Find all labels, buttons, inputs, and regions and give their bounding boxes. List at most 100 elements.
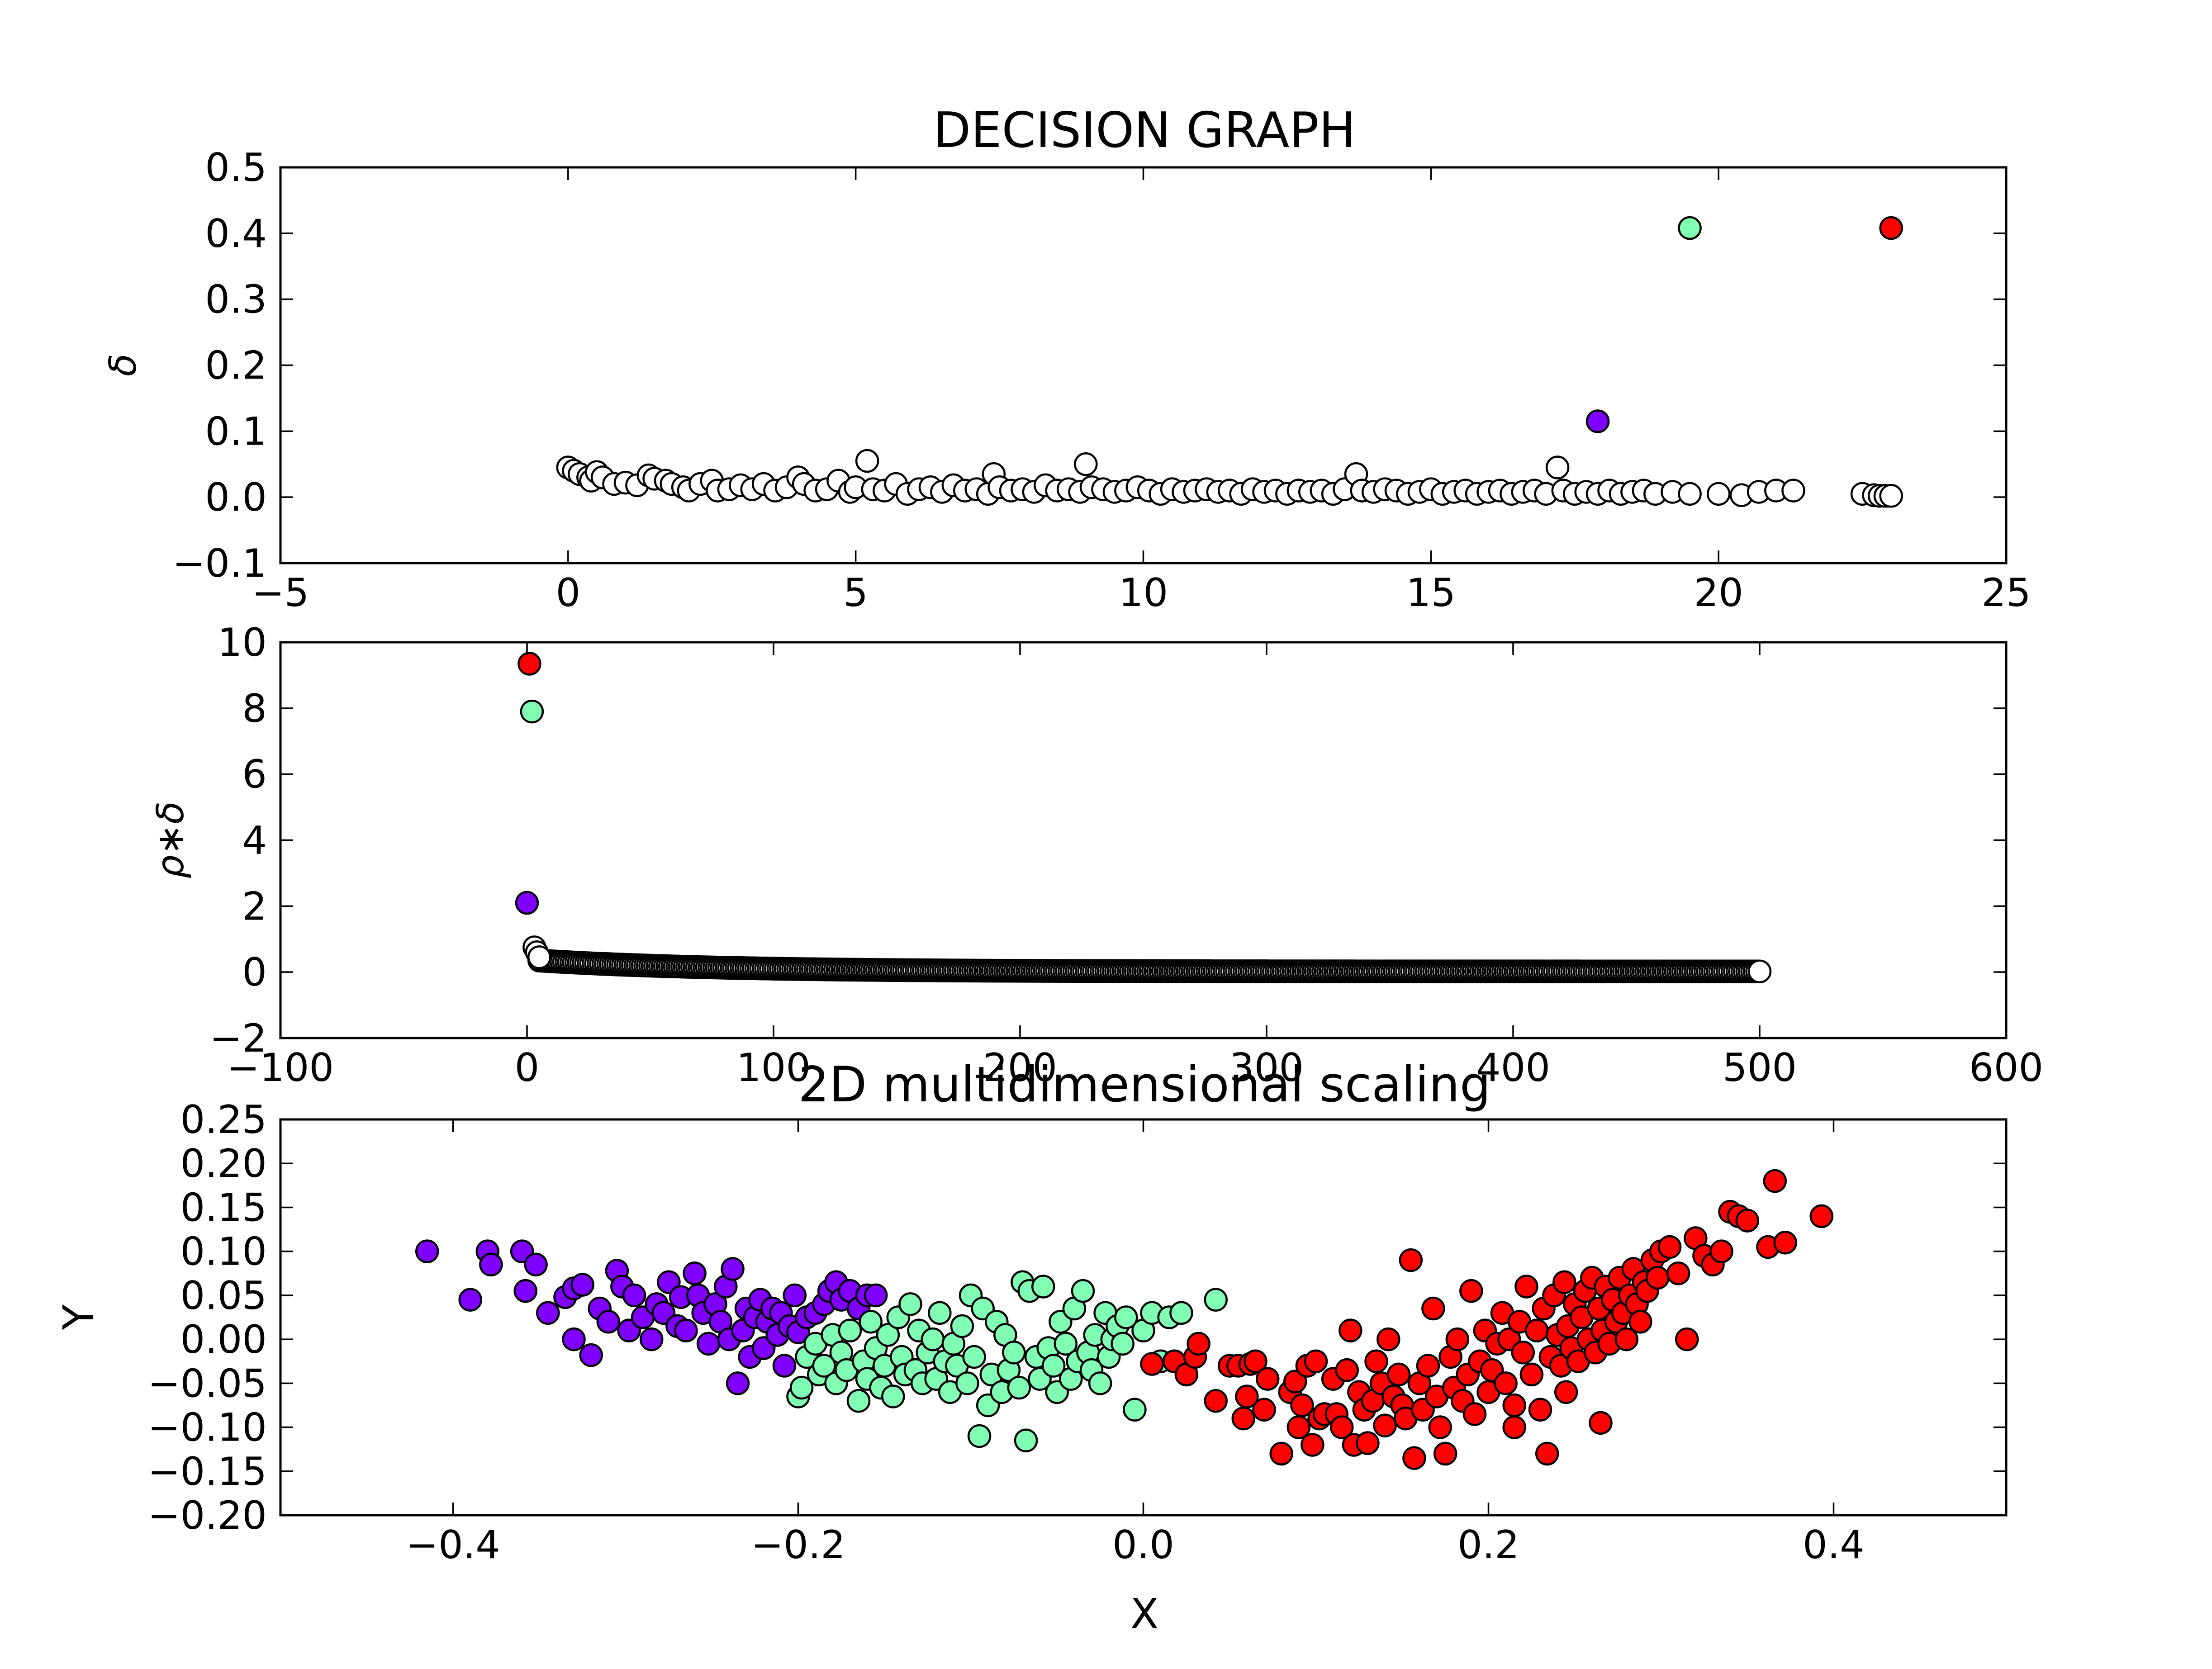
decision-graph-panel: DECISION GRAPH −5 0 5 10 15 20 25 −0.1 0.0 0.1 0.2…: [102, 102, 2031, 616]
mds-ticks: −0.4 −0.2 0.0 0.2 0.4−0.20−0.15−0.10−0.050.0…: [147, 1097, 2006, 1568]
mds-point-cluster-red: [1809, 1204, 1834, 1228]
mds-panel: −0.4 −0.2 0.0 0.2 0.4−0.20−0.15−0.10−0.050.0…: [54, 1057, 2008, 1638]
mds-point-cluster-green: [846, 1389, 871, 1413]
rho-delta-xtick-label: 300: [1229, 1045, 1304, 1091]
mds-point-cluster-red: [1735, 1209, 1759, 1233]
rho-delta-ytick-label: 4: [242, 818, 267, 863]
mds-ytick-label: −0.15: [147, 1449, 267, 1494]
mds-point-cluster-purple: [622, 1283, 646, 1308]
mds-point-cluster-purple: [513, 1279, 537, 1303]
mds-point-cluster-red: [1554, 1380, 1578, 1404]
mds-point-cluster-red: [1502, 1415, 1526, 1439]
mds-points: [415, 1169, 1834, 1470]
rho-delta-point-head: [527, 945, 551, 969]
mds-xtick-label: 0.0: [1112, 1522, 1174, 1568]
mds-ytick-label: 0.00: [180, 1317, 267, 1362]
mds-point-cluster-red: [1459, 1279, 1483, 1303]
decision-graph-point-background: [1781, 479, 1805, 503]
decision-graph-xtick-label: 20: [1694, 570, 1743, 616]
mds-point-cluster-green: [921, 1327, 945, 1351]
mds-point-cluster-green: [859, 1309, 883, 1334]
mds-point-cluster-purple: [726, 1371, 750, 1395]
mds-point-cluster-red: [1329, 1415, 1354, 1439]
mds-point-cluster-red: [1666, 1261, 1690, 1285]
mds-point-cluster-purple: [579, 1343, 603, 1367]
mds-ytick-label: −0.10: [147, 1405, 267, 1451]
decision-graph-ytick-label: 0.3: [205, 277, 267, 322]
rho-delta-xtick-label: 600: [1969, 1045, 2043, 1091]
mds-point-cluster-green: [1031, 1275, 1055, 1299]
rho-delta-ytick-label: 6: [242, 752, 267, 797]
mds-ytick-label: 0.15: [180, 1185, 267, 1230]
decision-graph-ytick-label: 0.2: [205, 343, 267, 389]
mds-point-cluster-green: [955, 1371, 979, 1395]
decision-graph-ylabel: δ: [102, 354, 145, 376]
mds-point-cluster-red: [1235, 1385, 1259, 1408]
mds-point-cluster-red: [1290, 1393, 1314, 1418]
decision-graph-point-background: [855, 449, 879, 473]
mds-title: 2D multidimensional scaling: [798, 1057, 1490, 1113]
mds-point-cluster-purple: [596, 1309, 621, 1334]
mds-point-cluster-green: [928, 1301, 952, 1325]
mds-point-cluster-red: [1445, 1327, 1470, 1351]
decision-graph-point-center-green: [1678, 216, 1702, 240]
decision-graph-point-center-purple: [1585, 409, 1610, 433]
decision-graph-frame: [279, 166, 2008, 564]
mds-point-cluster-purple: [458, 1288, 482, 1312]
mds-point-cluster-red: [1269, 1441, 1293, 1466]
rho-delta-xtick-label: 100: [736, 1045, 811, 1091]
mds-point-cluster-red: [1462, 1402, 1487, 1426]
mds-point-cluster-purple: [864, 1283, 888, 1308]
mds-xtick-label: −0.2: [751, 1522, 845, 1568]
mds-point-cluster-red: [1657, 1235, 1682, 1259]
mds-ytick-label: −0.20: [147, 1493, 267, 1538]
mds-ytick-label: 0.25: [180, 1097, 267, 1143]
mds-point-cluster-green: [1088, 1371, 1112, 1395]
mds-ytick-label: −0.05: [147, 1361, 267, 1406]
rho-delta-xtick-label: 200: [983, 1045, 1057, 1091]
mds-point-cluster-red: [1231, 1406, 1256, 1431]
mds-point-cluster-red: [1628, 1309, 1652, 1334]
mds-point-cluster-red: [1304, 1349, 1328, 1373]
decision-graph-xtick-label: 15: [1406, 570, 1456, 616]
mds-point-cluster-red: [1535, 1441, 1559, 1466]
decision-graph-ytick-label: 0.5: [205, 145, 267, 190]
mds-point-cluster-green: [1114, 1305, 1138, 1329]
mds-ylabel: Y: [54, 1304, 103, 1330]
rho-delta-frame: [279, 641, 2008, 1039]
mds-point-cluster-green: [1071, 1279, 1095, 1303]
decision-graph-point-background: [1879, 484, 1903, 508]
mds-point-cluster-green: [876, 1323, 900, 1347]
mds-point-cluster-green: [812, 1354, 836, 1378]
rho-delta-point-center-red: [517, 652, 541, 676]
rho-delta-xtick-label: 0: [515, 1045, 540, 1091]
decision-graph-xtick-label: 10: [1119, 570, 1168, 616]
mds-point-cluster-green: [967, 1424, 992, 1448]
rho-delta-point-center-green: [520, 699, 544, 724]
rho-delta-xtick-label: 500: [1723, 1045, 1797, 1091]
mds-point-cluster-red: [1364, 1349, 1388, 1373]
decision-graph-points: [556, 216, 1903, 508]
mds-point-cluster-red: [1204, 1389, 1228, 1413]
mds-point-cluster-red: [1339, 1318, 1362, 1342]
mds-point-cluster-red: [1646, 1266, 1670, 1290]
mds-point-cluster-purple: [570, 1273, 594, 1297]
mds-point-cluster-red: [1525, 1318, 1549, 1342]
mds-point-cluster-red: [1373, 1413, 1397, 1437]
mds-point-cluster-red: [1675, 1327, 1699, 1351]
mds-point-cluster-purple: [415, 1239, 439, 1263]
rho-delta-ytick-label: 8: [242, 686, 267, 731]
mds-point-cluster-green: [789, 1375, 814, 1400]
mds-point-cluster-red: [1528, 1398, 1552, 1422]
mds-xtick-label: −0.4: [406, 1522, 500, 1568]
mds-point-cluster-green: [1014, 1428, 1038, 1452]
mds-point-cluster-red: [1552, 1270, 1576, 1294]
decision-graph-ytick-label: −0.1: [172, 541, 267, 586]
mds-point-cluster-red: [1335, 1358, 1359, 1382]
mds-frame: [279, 1118, 2008, 1517]
mds-point-cluster-red: [1773, 1230, 1797, 1255]
mds-point-cluster-purple: [721, 1257, 745, 1281]
mds-point-cluster-green: [1123, 1398, 1147, 1422]
mds-point-cluster-red: [1514, 1275, 1538, 1299]
mds-point-cluster-red: [1416, 1354, 1440, 1378]
